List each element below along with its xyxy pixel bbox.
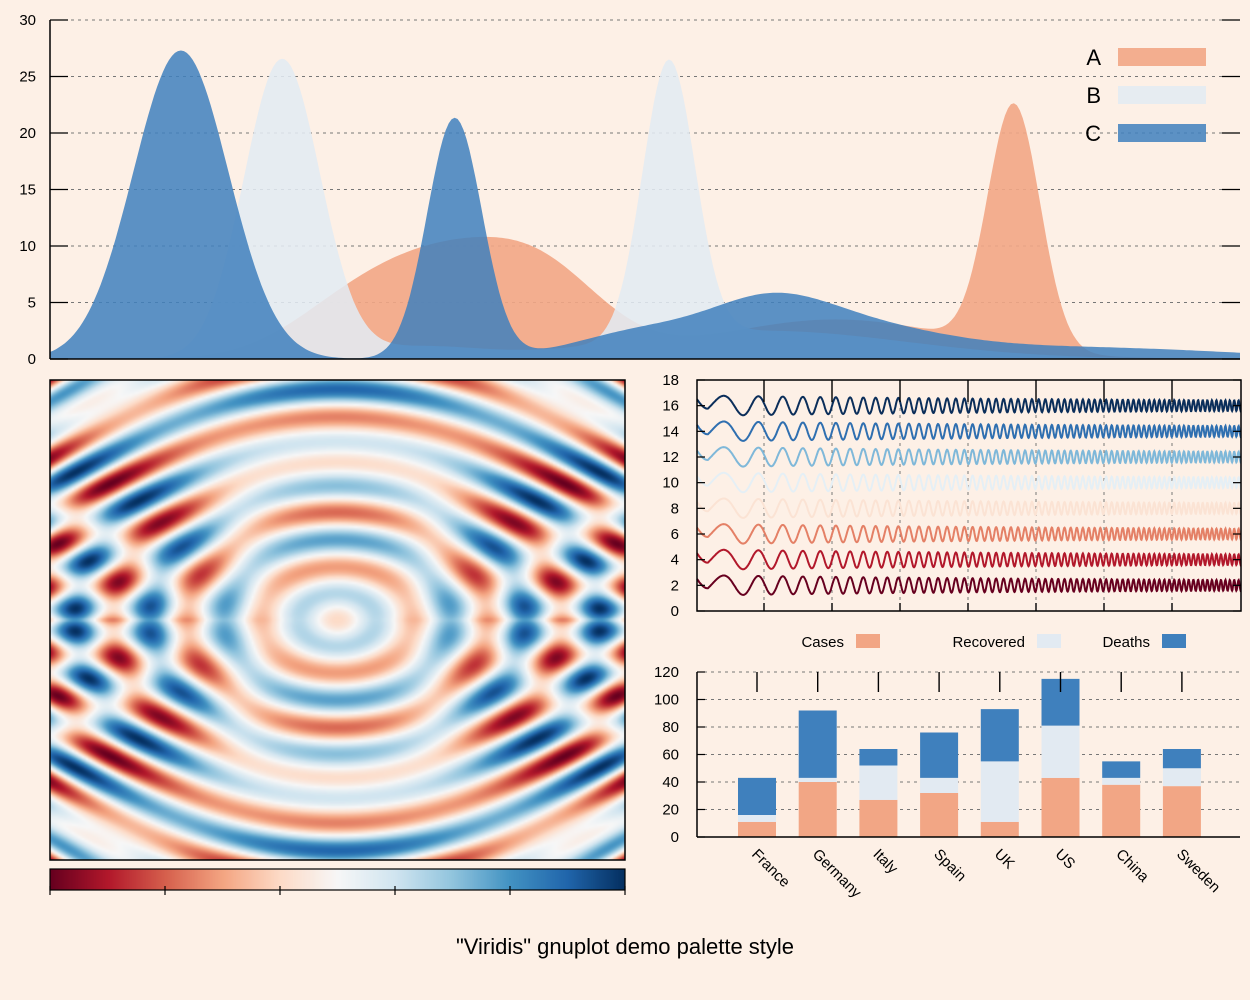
- area-chart-legend: ABC: [1085, 45, 1206, 146]
- bar-recovered-italy: [859, 765, 898, 800]
- bar-deaths-uk: [980, 709, 1019, 762]
- bar-cases-france: [738, 821, 776, 837]
- area-chart-series: [50, 50, 1240, 359]
- line-chart-axes: 0 2 4 6 8 10 12 14 16 18: [662, 372, 1242, 620]
- y-tick-label: 8: [671, 500, 679, 517]
- legend-swatch-deaths: [1162, 634, 1186, 648]
- figure-caption: "Viridis" gnuplot demo palette style: [455, 934, 795, 959]
- legend-swatch-recovered: [1037, 634, 1061, 648]
- x-tick-label: China: [1112, 846, 1152, 886]
- area-chart-axes: 0 5 10 15 20 25 30: [19, 12, 1240, 368]
- area-series-B: [50, 58, 1240, 359]
- bar-chart-legend: Cases Recovered Deaths: [801, 634, 1186, 651]
- legend-swatch-C: [1118, 124, 1206, 142]
- area-series-C: [50, 50, 1240, 359]
- heatmap-chart: [49, 379, 626, 895]
- y-tick-label: 5: [28, 295, 36, 312]
- bar-deaths-france: [738, 777, 776, 815]
- line-chart-series: [696, 394, 1242, 596]
- colorbar-frame: [49, 868, 626, 891]
- bar-recovered-sweden: [1162, 768, 1201, 787]
- line-series-s8: [696, 394, 1242, 417]
- bar-recovered-france: [738, 815, 776, 822]
- y-tick-label: 120: [654, 664, 679, 681]
- y-tick-label: 6: [671, 526, 679, 543]
- legend-swatch-A: [1118, 48, 1206, 66]
- bar-deaths-spain: [920, 732, 959, 778]
- x-tick-label: Sweden: [1173, 846, 1223, 896]
- line-series-s7: [696, 420, 1242, 442]
- y-tick-label: 0: [671, 829, 679, 846]
- x-tick-label: Spain: [930, 846, 969, 885]
- legend-label-cases: Cases: [801, 634, 844, 651]
- y-tick-label: 10: [19, 238, 36, 255]
- bar-chart: Cases Recovered Deaths 0 20 40 60 80 100 120 Fran…: [654, 634, 1240, 902]
- bar-cases-uk: [980, 821, 1019, 837]
- x-tick-label: US: [1052, 846, 1079, 873]
- line-chart-frame: [696, 379, 1242, 612]
- legend-label-C: C: [1085, 121, 1101, 146]
- y-tick-label: 16: [662, 398, 679, 415]
- area-chart: 0 5 10 15 20 25 30 ABC: [19, 12, 1240, 368]
- bar-recovered-china: [1102, 777, 1141, 785]
- bar-recovered-uk: [980, 761, 1019, 822]
- bar-recovered-germany: [798, 777, 837, 782]
- bar-deaths-sweden: [1162, 749, 1201, 769]
- bar-deaths-italy: [859, 749, 898, 766]
- y-tick-label: 20: [662, 802, 679, 819]
- x-tick-label: UK: [991, 846, 1018, 873]
- legend-swatch-B: [1118, 86, 1206, 104]
- x-tick-label: Germany: [809, 846, 865, 902]
- y-tick-label: 30: [19, 12, 36, 29]
- line-chart-grid: [763, 380, 1173, 611]
- y-tick-label: 14: [662, 423, 679, 440]
- heatmap-image: [50, 380, 625, 860]
- bar-cases-sweden: [1162, 786, 1201, 837]
- y-tick-label: 25: [19, 69, 36, 86]
- line-series-s3: [696, 523, 1242, 545]
- y-tick-label: 18: [662, 372, 679, 389]
- bar-cases-italy: [859, 799, 898, 837]
- legend-label-A: A: [1086, 45, 1101, 70]
- x-tick-label: Italy: [870, 846, 902, 878]
- y-tick-label: 0: [671, 603, 679, 620]
- legend-label-recovered: Recovered: [952, 634, 1025, 651]
- y-tick-label: 100: [654, 692, 679, 709]
- line-series-s5: [696, 471, 1242, 494]
- y-tick-label: 80: [662, 719, 679, 736]
- legend-label-B: B: [1086, 83, 1101, 108]
- bar-deaths-germany: [798, 710, 837, 778]
- bar-cases-spain: [920, 793, 959, 837]
- y-tick-label: 15: [19, 182, 36, 199]
- legend-label-deaths: Deaths: [1102, 634, 1150, 651]
- line-series-s6: [696, 446, 1242, 468]
- bar-recovered-spain: [920, 777, 959, 793]
- heatmap-frame: [49, 379, 626, 861]
- colorbar-axes: [49, 868, 626, 895]
- line-series-s1: [696, 574, 1242, 596]
- y-tick-label: 2: [671, 577, 679, 594]
- bar-deaths-china: [1102, 761, 1141, 778]
- bar-cases-us: [1041, 777, 1080, 837]
- bar-recovered-us: [1041, 725, 1080, 778]
- line-series-s2: [696, 548, 1242, 571]
- line-chart: 0 2 4 6 8 10 12 14 16 18: [662, 372, 1242, 620]
- y-tick-label: 0: [28, 351, 36, 368]
- bar-cases-germany: [798, 782, 837, 837]
- y-tick-label: 12: [662, 449, 679, 466]
- bar-chart-bars: [738, 678, 1201, 837]
- y-tick-label: 40: [662, 774, 679, 791]
- colorbar-image: [50, 869, 625, 890]
- bar-chart-grid: [697, 671, 1240, 810]
- y-tick-label: 4: [671, 552, 679, 569]
- y-tick-label: 10: [662, 475, 679, 492]
- legend-swatch-cases: [856, 634, 880, 648]
- y-tick-label: 20: [19, 125, 36, 142]
- y-tick-label: 60: [662, 747, 679, 764]
- x-tick-label: France: [748, 846, 793, 891]
- bar-cases-china: [1102, 784, 1141, 837]
- line-series-s4: [696, 497, 1242, 519]
